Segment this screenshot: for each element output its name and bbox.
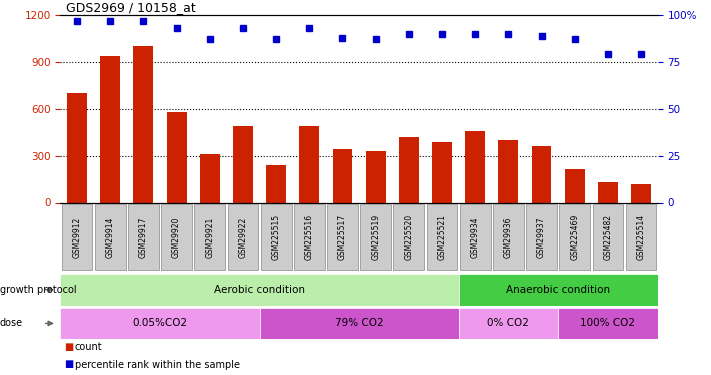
Bar [631,184,651,203]
Bar [60,274,459,306]
Text: GSM29921: GSM29921 [205,217,214,258]
Text: GSM29922: GSM29922 [238,217,247,258]
Bar [399,137,419,202]
Text: GSM225515: GSM225515 [272,214,281,260]
Text: GSM225521: GSM225521 [437,214,447,260]
Bar [327,204,358,270]
Text: growth protocol: growth protocol [0,285,77,295]
Text: 100% CO2: 100% CO2 [580,318,636,328]
Text: 0% CO2: 0% CO2 [488,318,529,328]
Bar [194,204,225,270]
Text: GSM225469: GSM225469 [570,214,579,260]
Bar [598,182,618,203]
Bar [432,142,452,202]
Text: 79% CO2: 79% CO2 [335,318,383,328]
Text: GSM225516: GSM225516 [305,214,314,260]
Bar [565,169,584,202]
Bar [228,204,258,270]
Bar [299,126,319,202]
Text: count: count [75,342,102,352]
Bar [233,126,253,202]
Bar [365,151,385,202]
Text: GSM29917: GSM29917 [139,216,148,258]
Bar [459,274,658,306]
Text: GSM225519: GSM225519 [371,214,380,260]
Bar [294,204,325,270]
Bar [161,204,192,270]
Bar [60,308,260,339]
Bar [532,146,552,202]
Bar [200,154,220,203]
Text: 0.05%CO2: 0.05%CO2 [132,318,188,328]
Bar [134,46,154,202]
Bar [128,204,159,270]
Bar [100,56,120,202]
Bar [626,204,656,270]
Bar [266,165,286,202]
Bar [67,93,87,202]
Bar [560,204,590,270]
Text: GDS2969 / 10158_at: GDS2969 / 10158_at [66,1,196,14]
Bar [427,204,457,270]
Bar [526,204,557,270]
Bar [459,308,558,339]
Text: percentile rank within the sample: percentile rank within the sample [75,360,240,369]
Bar [558,308,658,339]
Text: GSM29936: GSM29936 [504,216,513,258]
Text: dose: dose [0,318,23,328]
Bar [260,308,459,339]
Bar [333,149,353,202]
Text: GSM225517: GSM225517 [338,214,347,260]
Text: Aerobic condition: Aerobic condition [214,285,305,295]
Bar [460,204,491,270]
Text: GSM29912: GSM29912 [73,217,82,258]
Text: GSM29937: GSM29937 [537,216,546,258]
Bar [498,140,518,202]
Bar [95,204,126,270]
Text: GSM29914: GSM29914 [106,216,114,258]
Bar [62,204,92,270]
Bar [166,112,186,202]
Text: GSM225482: GSM225482 [604,214,612,260]
Bar [465,130,485,203]
Bar [592,204,624,270]
Text: GSM225520: GSM225520 [405,214,413,260]
Bar [493,204,524,270]
Text: ■: ■ [64,360,73,369]
Text: Anaerobic condition: Anaerobic condition [506,285,610,295]
Text: GSM225514: GSM225514 [636,214,646,260]
Bar [360,204,391,270]
Text: GSM29920: GSM29920 [172,216,181,258]
Bar [261,204,292,270]
Bar [393,204,424,270]
Text: ■: ■ [64,342,73,352]
Text: GSM29934: GSM29934 [471,216,480,258]
